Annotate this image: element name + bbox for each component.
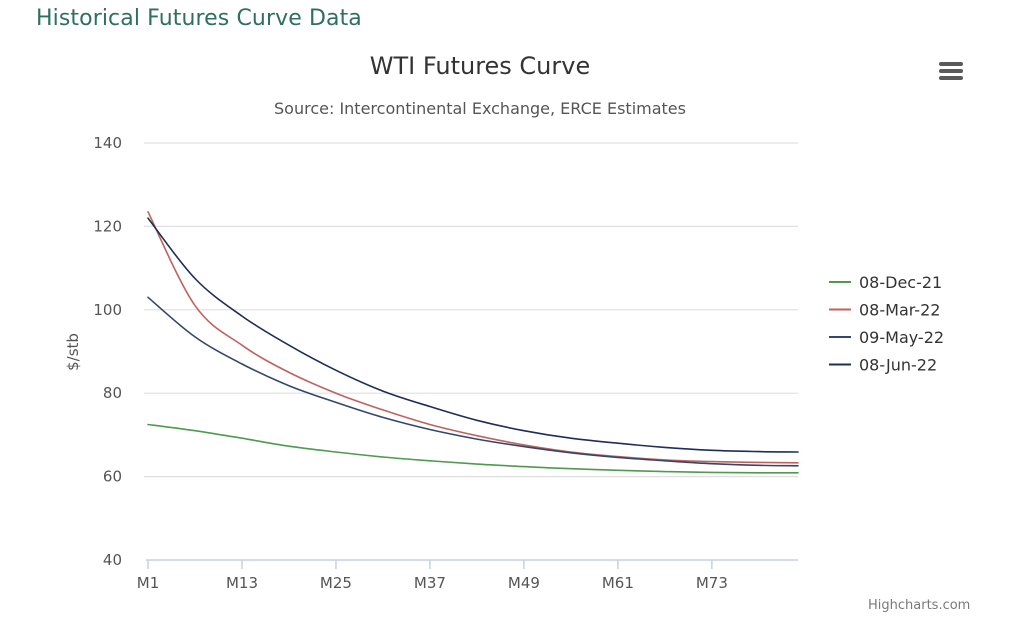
x-tick-label: M49: [508, 574, 540, 592]
x-tick-label: M37: [414, 574, 446, 592]
legend-item[interactable]: 09-May-22: [829, 328, 944, 347]
series-line-3[interactable]: [147, 296, 799, 467]
series-line-2[interactable]: [147, 211, 799, 464]
x-tick-label: M25: [320, 574, 352, 592]
x-tick-label: M1: [137, 574, 160, 592]
x-tick-label: M13: [226, 574, 258, 592]
grid-lines: [144, 142, 798, 478]
y-tick-label: 120: [93, 217, 122, 235]
y-axis-ticks: 40 60 80 100 120 140: [93, 134, 122, 569]
legend-item[interactable]: 08-Dec-21: [829, 273, 942, 292]
chart-title: WTI Futures Curve: [370, 52, 590, 80]
legend-label: 08-Mar-22: [859, 301, 940, 320]
y-tick-label: 60: [103, 468, 122, 486]
legend-item[interactable]: 08-Mar-22: [829, 301, 940, 320]
y-tick-label: 140: [93, 134, 122, 152]
legend-item[interactable]: 08-Jun-22: [829, 356, 937, 375]
legend-label: 08-Jun-22: [859, 356, 937, 375]
chart-subtitle: Source: Intercontinental Exchange, ERCE …: [274, 99, 686, 118]
legend-label: 08-Dec-21: [859, 273, 942, 292]
series-lines: [147, 211, 799, 474]
x-axis: M1 M13 M25 M37 M49 M61 M73: [137, 559, 798, 592]
series-line-1[interactable]: [147, 423, 799, 474]
y-tick-label: 40: [103, 551, 122, 569]
series-line-4[interactable]: [147, 217, 799, 453]
legend[interactable]: 08-Dec-21 08-Mar-22 09-May-22 08-Jun-22: [829, 273, 944, 375]
chart-menu-button[interactable]: [936, 56, 966, 86]
y-tick-label: 80: [103, 384, 122, 402]
credits-link[interactable]: Highcharts.com: [868, 598, 971, 613]
hamburger-menu-icon: [939, 76, 963, 80]
y-axis-title: $/stb: [64, 333, 82, 371]
x-tick-label: M73: [696, 574, 728, 592]
hamburger-menu-icon: [939, 69, 963, 73]
x-tick-label: M61: [602, 574, 634, 592]
page-heading: Historical Futures Curve Data: [36, 6, 362, 31]
y-tick-label: 100: [93, 301, 122, 319]
legend-label: 09-May-22: [859, 328, 944, 347]
hamburger-menu-icon: [939, 62, 963, 66]
